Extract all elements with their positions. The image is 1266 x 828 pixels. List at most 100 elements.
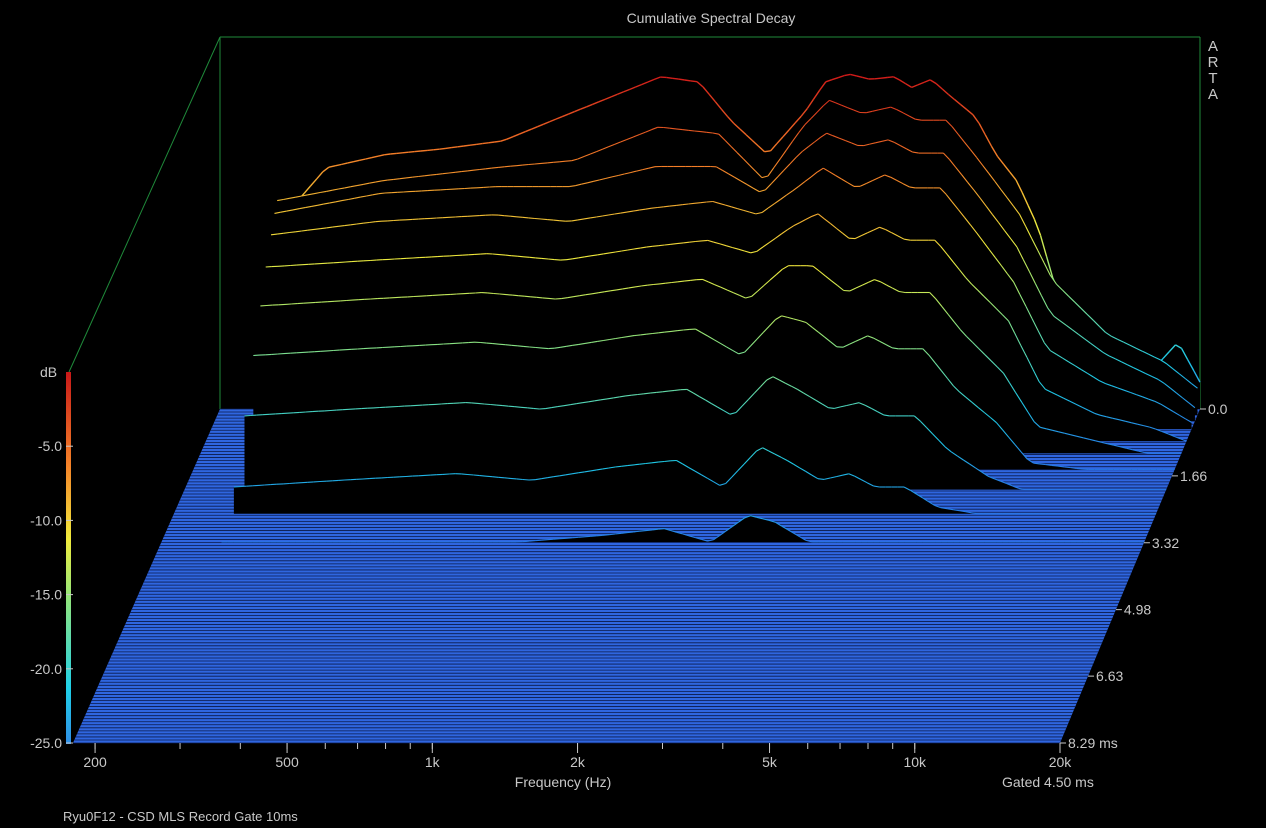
decay-slice-segment: [959, 391, 967, 398]
initial-response-segment: [365, 156, 373, 160]
decay-slice-segment: [581, 182, 588, 185]
decay-slice-segment: [541, 477, 548, 480]
decay-slice-segment: [485, 475, 493, 478]
decay-slice-segment: [1094, 412, 1101, 416]
initial-response-segment: [1193, 370, 1201, 383]
initial-response-segment: [825, 79, 833, 83]
decay-slice-segment: [1107, 443, 1115, 446]
decay-slice-segment: [639, 462, 646, 465]
decay-slice-segment: [498, 166, 505, 168]
decay-slice-segment: [744, 345, 752, 353]
decay-slice-segment: [628, 286, 636, 289]
decay-slice-segment: [722, 169, 729, 175]
decay-slice-segment: [621, 336, 629, 339]
decay-slice-segment: [871, 407, 878, 413]
decay-slice-segment: [455, 171, 462, 173]
decay-slice-segment: [292, 208, 300, 211]
decay-slice-segment: [946, 253, 954, 263]
decay-slice-segment: [886, 284, 894, 289]
decay-slice-segment: [812, 265, 820, 272]
decay-slice-segment: [688, 202, 695, 205]
decay-slice-segment: [769, 274, 777, 281]
decay-slice-segment: [1143, 425, 1150, 428]
decay-slice-segment: [1052, 429, 1059, 433]
decay-slice-segment: [820, 132, 828, 138]
initial-response-segment: [714, 101, 723, 110]
decay-slice-segment: [829, 99, 836, 104]
decay-slice-segment: [566, 344, 573, 347]
decay-slice-segment: [817, 478, 825, 480]
decay-slice-segment: [1070, 467, 1077, 469]
decay-slice-segment: [836, 474, 843, 478]
decay-slice-segment: [732, 292, 740, 296]
decay-slice-segment: [523, 256, 530, 258]
decay-slice-segment: [338, 225, 345, 227]
decay-slice-segment: [750, 250, 757, 254]
decay-slice-segment: [765, 183, 772, 191]
initial-response-segment: [537, 123, 544, 128]
decay-slice-segment: [577, 155, 585, 160]
decay-slice-segment: [969, 463, 977, 469]
decay-slice-segment: [1039, 463, 1046, 466]
decay-slice-segment: [915, 118, 922, 121]
decay-slice-segment: [608, 466, 616, 469]
decay-slice-segment: [1006, 197, 1014, 207]
db-colorbar: [66, 372, 71, 744]
decay-slice-segment: [1051, 464, 1059, 467]
decay-slice-segment: [511, 344, 518, 347]
initial-response-segment: [720, 108, 729, 118]
decay-slice-segment: [897, 235, 905, 240]
y-tick-label: -20.0: [30, 661, 62, 677]
decay-slice-segment: [535, 346, 543, 349]
decay-slice-segment: [773, 158, 781, 168]
decay-slice-segment: [939, 187, 947, 195]
decay-slice-segment: [714, 284, 722, 288]
decay-slice-segment: [602, 534, 610, 536]
decay-slice-segment: [560, 345, 567, 348]
decay-slice-segment: [823, 167, 830, 173]
decay-slice-segment: [951, 126, 959, 135]
decay-slice-segment: [603, 252, 610, 255]
initial-response-segment: [776, 136, 784, 145]
decay-slice-segment: [832, 135, 840, 139]
decay-slice-segment: [631, 393, 638, 396]
decay-slice-segment: [540, 162, 548, 164]
initial-response-segment: [764, 150, 771, 153]
decay-slice-segment: [638, 131, 646, 136]
decay-slice-segment: [591, 340, 598, 343]
decay-slice-segment: [743, 209, 750, 213]
initial-response-segment: [874, 77, 882, 80]
initial-response-segment: [708, 93, 716, 103]
decay-slice-segment: [375, 220, 382, 223]
decay-slice-segment: [1172, 368, 1180, 375]
decay-slice-segment: [516, 216, 523, 218]
decay-slice-segment: [677, 280, 685, 283]
decay-slice-segment: [540, 218, 548, 221]
decay-slice-segment: [510, 165, 517, 167]
decay-slice-segment: [530, 296, 537, 298]
decay-slice-segment: [641, 284, 648, 287]
initial-response-segment: [794, 115, 802, 124]
decay-slice-segment: [553, 161, 560, 163]
initial-response-segment: [666, 76, 673, 79]
decay-slice-segment: [851, 142, 858, 146]
decay-slice-segment: [824, 336, 832, 343]
decay-slice-segment: [824, 275, 832, 282]
decay-slice-segment: [1009, 382, 1017, 393]
decay-slice-segment: [1131, 422, 1138, 425]
decay-slice-segment: [815, 399, 823, 405]
decay-slice-segment: [1105, 383, 1112, 387]
decay-slice-segment: [670, 330, 678, 332]
decay-slice-segment: [957, 209, 965, 218]
decay-slice-segment: [940, 246, 948, 255]
decay-slice-segment: [517, 345, 524, 347]
decay-slice-segment: [736, 152, 744, 160]
decay-slice-segment: [860, 479, 868, 484]
initial-response-segment: [850, 73, 857, 77]
decay-slice-segment: [1057, 394, 1064, 399]
decay-slice-segment: [1012, 485, 1019, 489]
decay-slice-segment: [785, 140, 793, 151]
initial-response-segment: [322, 166, 330, 173]
decay-slice-segment: [740, 180, 748, 185]
